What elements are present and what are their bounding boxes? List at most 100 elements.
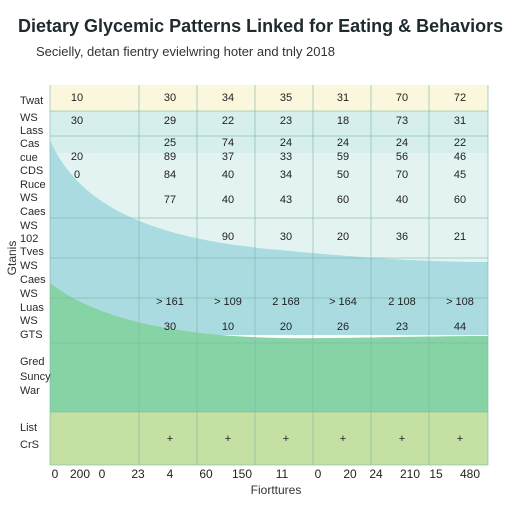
row-label: cue — [20, 152, 38, 164]
x-axis-label: Fiorttures — [251, 483, 302, 497]
table-cell: 36 — [396, 231, 408, 243]
table-cell: 24 — [396, 137, 408, 149]
chart-subtitle: Secielly, detan fientry evielwring hoter… — [36, 44, 335, 59]
x-tick-label: 480 — [460, 467, 480, 481]
table-cell: 73 — [396, 115, 408, 127]
table-cell: + — [457, 433, 463, 445]
row-label: WS — [20, 192, 38, 204]
x-tick-label: 60 — [199, 467, 213, 481]
table-cell: 90 — [222, 231, 234, 243]
band-bottom — [50, 412, 488, 465]
table-cell: 34 — [280, 169, 292, 181]
x-tick-label: 0 — [52, 467, 59, 481]
table-cell: 24 — [280, 137, 292, 149]
table-cell: 30 — [280, 231, 292, 243]
table-cell: 74 — [222, 137, 234, 149]
row-label: WS — [20, 260, 38, 272]
x-tick-label: 0 — [99, 467, 106, 481]
table-cell: + — [399, 433, 405, 445]
table-cell: + — [283, 433, 289, 445]
chart-title: Dietary Glycemic Patterns Linked for Eat… — [18, 16, 504, 36]
table-cell: 43 — [280, 194, 292, 206]
table-cell: 2 168 — [272, 296, 300, 308]
table-cell: 10 — [71, 92, 83, 104]
row-label: WS — [20, 220, 38, 232]
x-tick-label: 15 — [429, 467, 443, 481]
x-tick-labels: 0 200 0 23 4 60 150 11 0 20 24 210 15 480 — [52, 467, 481, 481]
band-top — [50, 85, 488, 111]
table-cell: 0 — [74, 169, 80, 181]
table-cell: 25 — [164, 137, 176, 149]
table-cell: 40 — [222, 194, 234, 206]
x-tick-label: 24 — [369, 467, 383, 481]
teal-wave-area — [50, 140, 488, 335]
table-cell: 31 — [454, 115, 466, 127]
table-cells: 10 30 34 35 31 70 72 30 29 22 23 18 73 31 25 74 24 24 24 22… — [71, 92, 474, 445]
row-label: 102 — [20, 233, 38, 245]
table-cell: 18 — [337, 115, 349, 127]
table-cell: 20 — [337, 231, 349, 243]
table-cell: > 108 — [446, 296, 474, 308]
table-cell: 2 108 — [388, 296, 416, 308]
table-cell: + — [225, 433, 231, 445]
x-tick-label: 11 — [276, 467, 289, 481]
table-cell: > 164 — [329, 296, 357, 308]
table-cell: 89 — [164, 151, 176, 163]
row-label: Lass — [20, 125, 44, 137]
x-tick-label: 0 — [315, 467, 322, 481]
x-tick-label: 210 — [400, 467, 420, 481]
x-tick-label: 23 — [131, 467, 145, 481]
table-cell: 59 — [337, 151, 349, 163]
grid-lines — [49, 85, 489, 466]
y-axis-label: Gtanis — [5, 241, 19, 276]
row-label: Twat — [20, 95, 43, 107]
table-cell: + — [167, 433, 173, 445]
table-cell: 20 — [71, 151, 83, 163]
table-cell: 72 — [454, 92, 466, 104]
row-label: WS — [20, 112, 38, 124]
table-cell: 40 — [222, 169, 234, 181]
row-label: WS — [20, 315, 38, 327]
table-cell: 20 — [280, 321, 292, 333]
table-cell: 21 — [454, 231, 466, 243]
row-label: Luas — [20, 302, 44, 314]
table-cell: 26 — [337, 321, 349, 333]
row-label: Gred — [20, 356, 44, 368]
table-cell: 23 — [396, 321, 408, 333]
row-label: WS — [20, 288, 38, 300]
row-label: Ruce — [20, 179, 46, 191]
table-cell: 22 — [454, 137, 466, 149]
table-cell: 77 — [164, 194, 176, 206]
row-label: CDS — [20, 165, 43, 177]
table-cell: 31 — [337, 92, 349, 104]
table-cell: 29 — [164, 115, 176, 127]
table-cell: 44 — [454, 321, 466, 333]
table-cell: 37 — [222, 151, 234, 163]
table-cell: > 109 — [214, 296, 242, 308]
table-cell: 50 — [337, 169, 349, 181]
row-label: War — [20, 385, 40, 397]
table-cell: 45 — [454, 169, 466, 181]
table-cell: 33 — [280, 151, 292, 163]
row-label: Tves — [20, 246, 44, 258]
band-upper — [50, 111, 488, 153]
table-cell: 24 — [337, 137, 349, 149]
table-cell: 34 — [222, 92, 234, 104]
green-wave-area — [50, 283, 488, 412]
table-cell: 56 — [396, 151, 408, 163]
table-cell: 70 — [396, 169, 408, 181]
table-cell: > 161 — [156, 296, 184, 308]
table-cell: 30 — [164, 321, 176, 333]
x-tick-label: 200 — [70, 467, 90, 481]
row-label: Suncy — [20, 371, 51, 383]
table-cell: + — [340, 433, 346, 445]
table-cell: 46 — [454, 151, 466, 163]
table-cell: 30 — [164, 92, 176, 104]
row-label: Cas — [20, 138, 40, 150]
table-cell: 10 — [222, 321, 234, 333]
table-cell: 60 — [337, 194, 349, 206]
row-label: Caes — [20, 274, 46, 286]
row-label: CrS — [20, 439, 39, 451]
background-bands — [50, 85, 488, 465]
